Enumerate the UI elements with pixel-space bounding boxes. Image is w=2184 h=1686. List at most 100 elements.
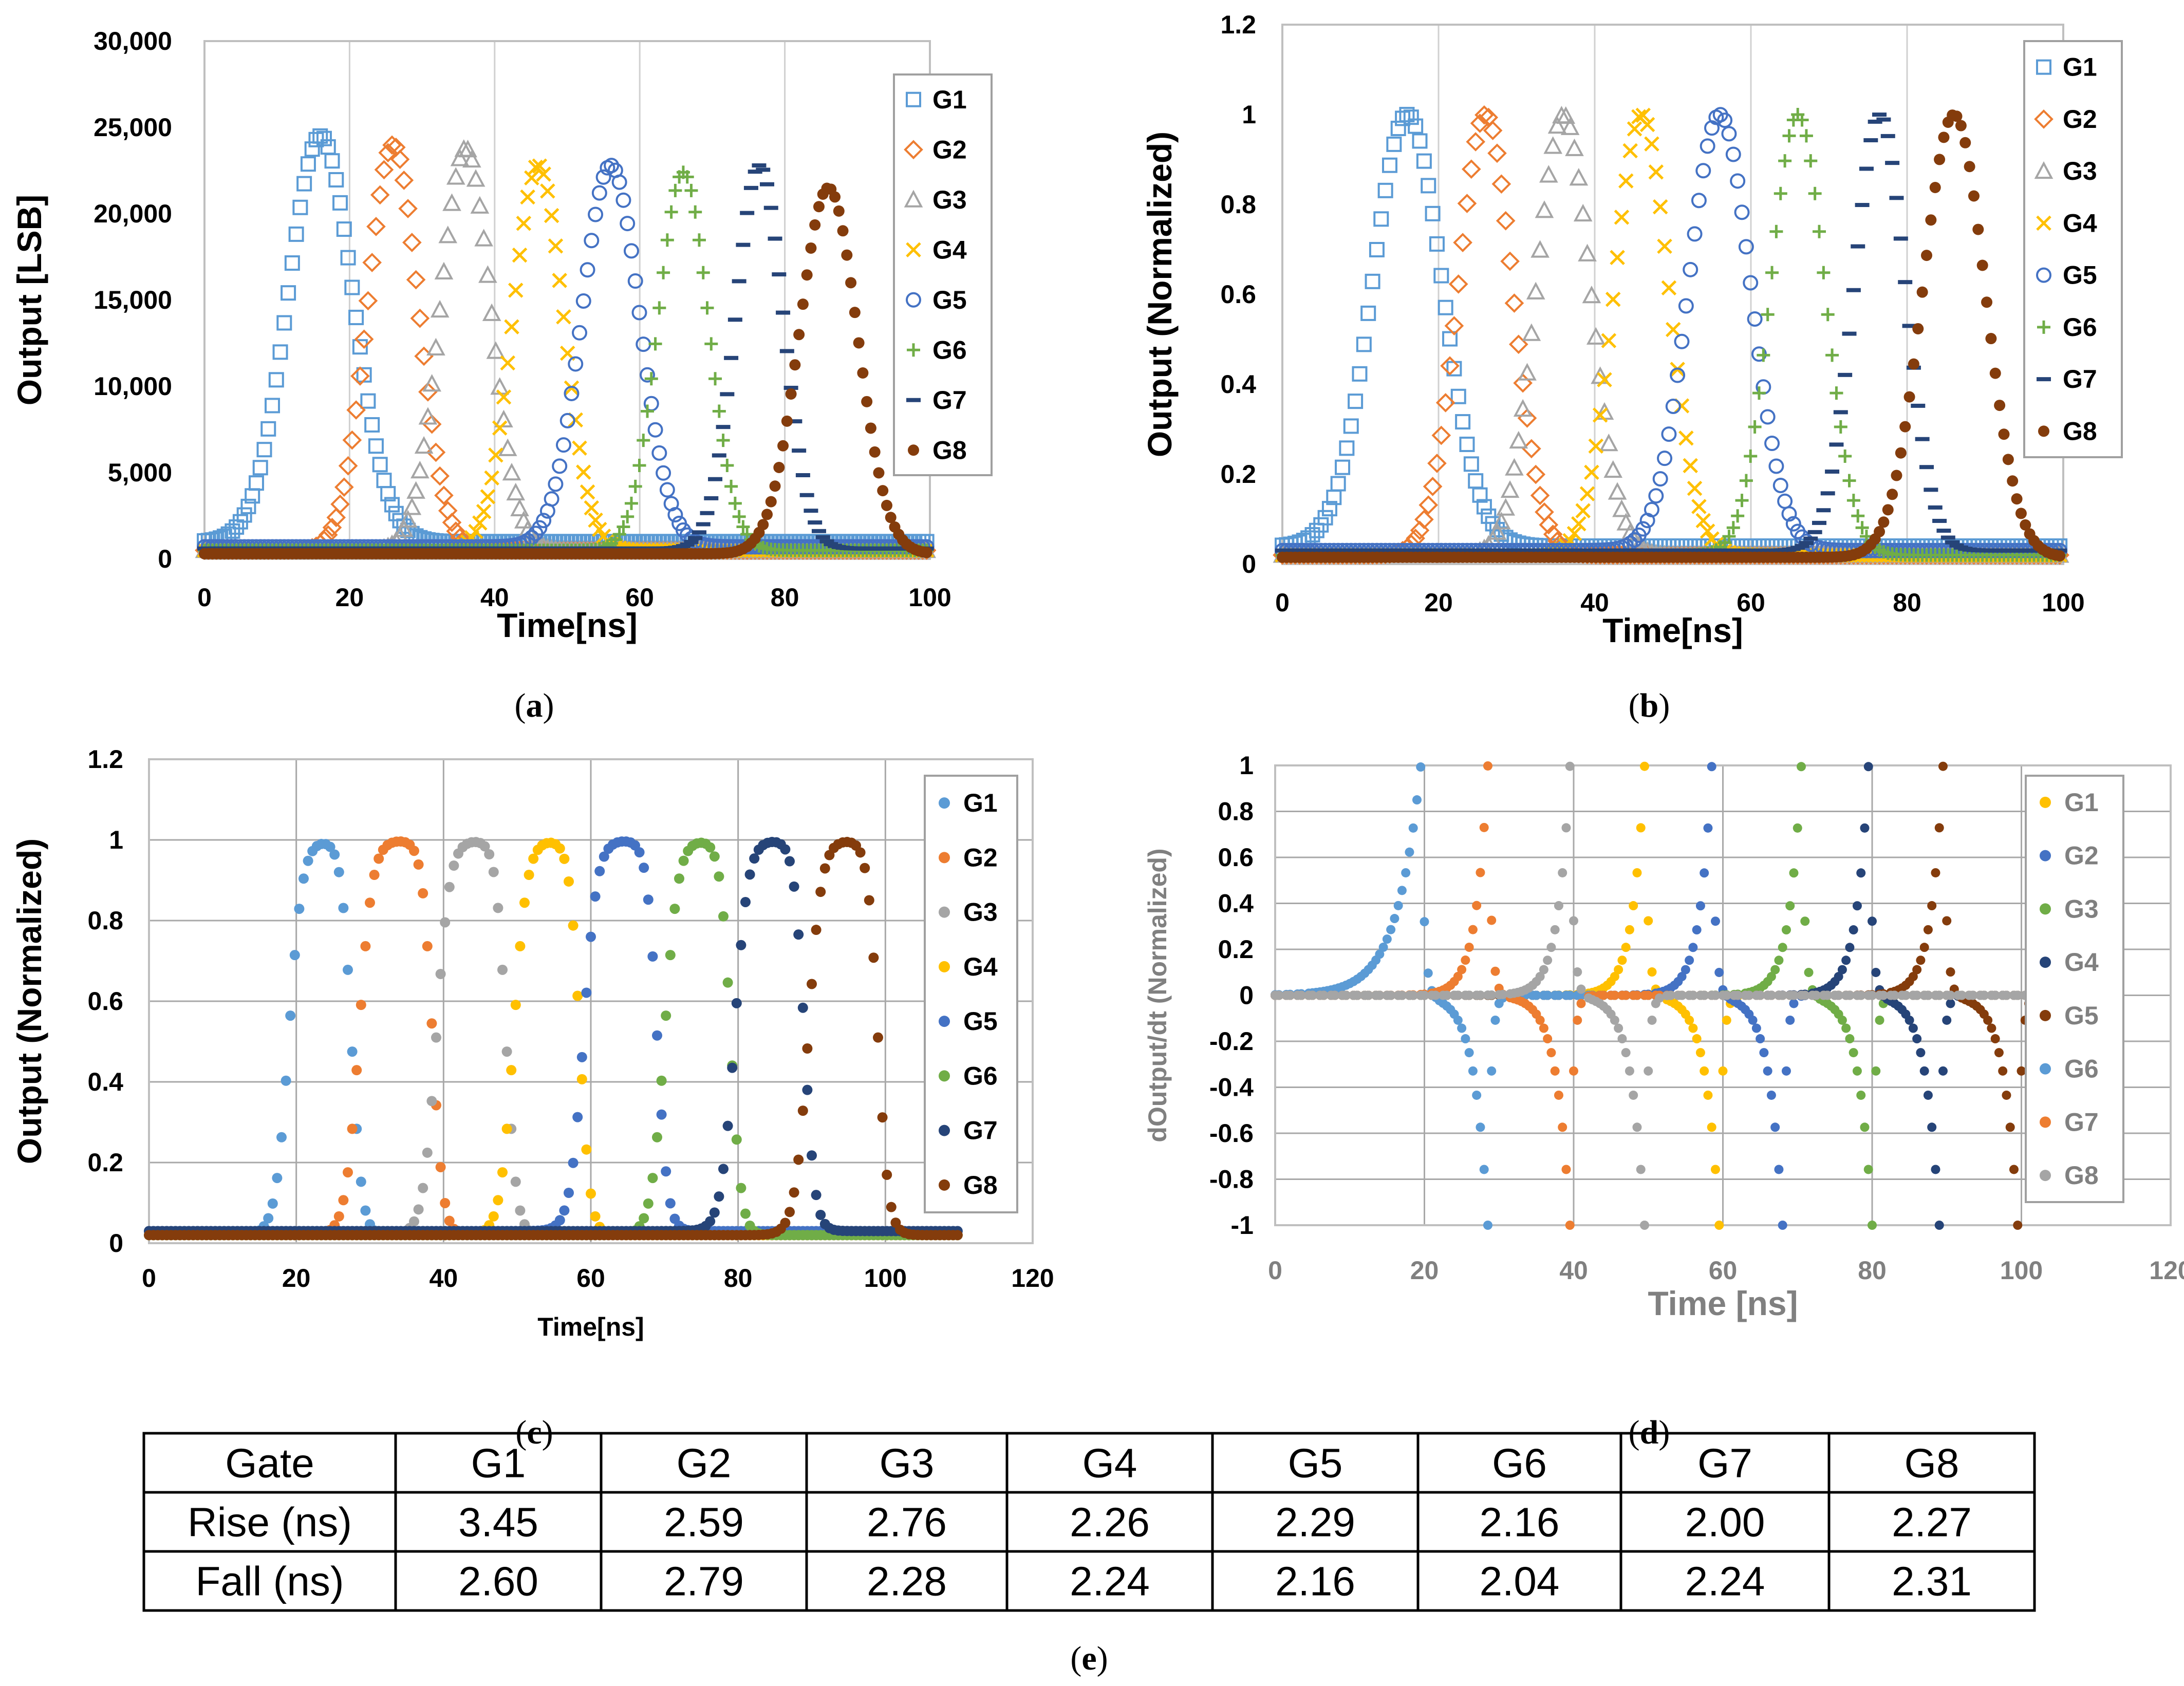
data-point xyxy=(1700,138,1715,154)
data-point xyxy=(648,337,662,351)
data-point xyxy=(498,438,517,456)
y-tick-label: 0.8 xyxy=(1220,190,1256,219)
data-point xyxy=(1614,965,1623,975)
data-point xyxy=(1770,965,1780,975)
data-point xyxy=(1476,499,1492,515)
data-point xyxy=(328,172,344,188)
legend-label: G1 xyxy=(932,85,967,114)
y-tick-label: -0.2 xyxy=(1209,1027,1254,1056)
data-point xyxy=(1687,226,1703,242)
data-point xyxy=(1453,233,1472,252)
data-point xyxy=(1661,426,1677,442)
data-point xyxy=(1403,109,1419,125)
data-point xyxy=(532,158,548,174)
x-axis-label: Time [ns] xyxy=(1648,1284,1798,1322)
data-point xyxy=(418,382,438,402)
series-G6 xyxy=(1276,108,2067,562)
data-point xyxy=(1356,336,1372,352)
data-point xyxy=(1492,512,1511,530)
data-point xyxy=(519,897,530,908)
data-point xyxy=(276,315,292,331)
data-point xyxy=(1936,529,1951,533)
legend-box xyxy=(893,73,993,476)
data-point xyxy=(1582,286,1601,304)
data-point xyxy=(506,1065,517,1076)
data-point xyxy=(1851,244,1865,249)
data-point xyxy=(374,160,394,180)
data-point xyxy=(815,535,830,539)
data-point xyxy=(1803,536,1818,541)
data-point xyxy=(333,867,344,877)
data-point xyxy=(488,447,503,463)
data-point xyxy=(510,1000,521,1010)
data-point xyxy=(845,277,857,289)
data-point xyxy=(731,1134,742,1145)
data-point xyxy=(718,1164,729,1174)
data-point xyxy=(444,882,455,892)
data-point xyxy=(674,873,684,884)
data-point xyxy=(1543,136,1563,154)
legend-marker xyxy=(906,398,921,402)
data-point xyxy=(1703,823,1713,833)
data-point xyxy=(797,1002,808,1013)
data-point xyxy=(332,195,348,211)
data-point xyxy=(819,539,834,544)
data-point xyxy=(659,482,675,498)
data-point xyxy=(1685,956,1694,965)
data-point xyxy=(1565,138,1584,156)
x-tick-label: 0 xyxy=(1268,1256,1282,1285)
data-point xyxy=(236,507,252,523)
data-point xyxy=(1695,163,1711,179)
data-point xyxy=(1934,154,1946,165)
data-point xyxy=(1829,442,1844,447)
data-point xyxy=(2054,550,2066,562)
data-point xyxy=(627,273,643,289)
data-point xyxy=(952,1230,963,1241)
data-point xyxy=(1522,323,1541,341)
data-point xyxy=(1889,196,1904,200)
series-G8 xyxy=(144,837,963,1241)
data-point xyxy=(1513,399,1533,417)
data-point xyxy=(873,1032,883,1043)
data-point xyxy=(763,205,778,210)
data-point xyxy=(510,1176,521,1187)
data-point xyxy=(263,1213,274,1224)
data-point xyxy=(1584,464,1599,480)
data-point xyxy=(1560,117,1580,135)
legend-label: G6 xyxy=(2063,313,2097,342)
data-point xyxy=(442,193,461,211)
data-point xyxy=(1994,400,2006,411)
series-G1 xyxy=(144,838,963,1241)
data-point xyxy=(1470,114,1490,133)
data-point xyxy=(793,929,804,940)
data-point xyxy=(1455,414,1471,430)
data-point xyxy=(1543,524,1563,544)
data-point xyxy=(1496,498,1516,516)
data-point xyxy=(1321,501,1337,517)
data-point xyxy=(1725,146,1741,162)
data-point xyxy=(252,460,268,476)
data-point xyxy=(1782,129,1796,143)
series-G7 xyxy=(144,837,963,1237)
data-point xyxy=(769,480,781,492)
data-point xyxy=(1632,868,1642,877)
data-point xyxy=(496,389,512,405)
data-point xyxy=(1678,298,1694,314)
data-point xyxy=(799,493,814,497)
y-tick-label: 15,000 xyxy=(94,286,172,314)
data-point xyxy=(482,303,501,321)
x-tick-label: 40 xyxy=(1559,1256,1588,1285)
data-point xyxy=(688,536,703,540)
data-point xyxy=(777,440,789,452)
data-point xyxy=(1578,243,1597,261)
data-point xyxy=(1807,530,1822,534)
data-point xyxy=(1573,203,1593,222)
data-point xyxy=(474,229,493,247)
data-point xyxy=(466,169,486,187)
data-point xyxy=(1483,121,1503,140)
data-point xyxy=(346,400,366,420)
data-point xyxy=(1903,391,1915,403)
data-point xyxy=(586,931,596,942)
data-point xyxy=(1730,173,1746,189)
data-point xyxy=(1813,224,1826,238)
